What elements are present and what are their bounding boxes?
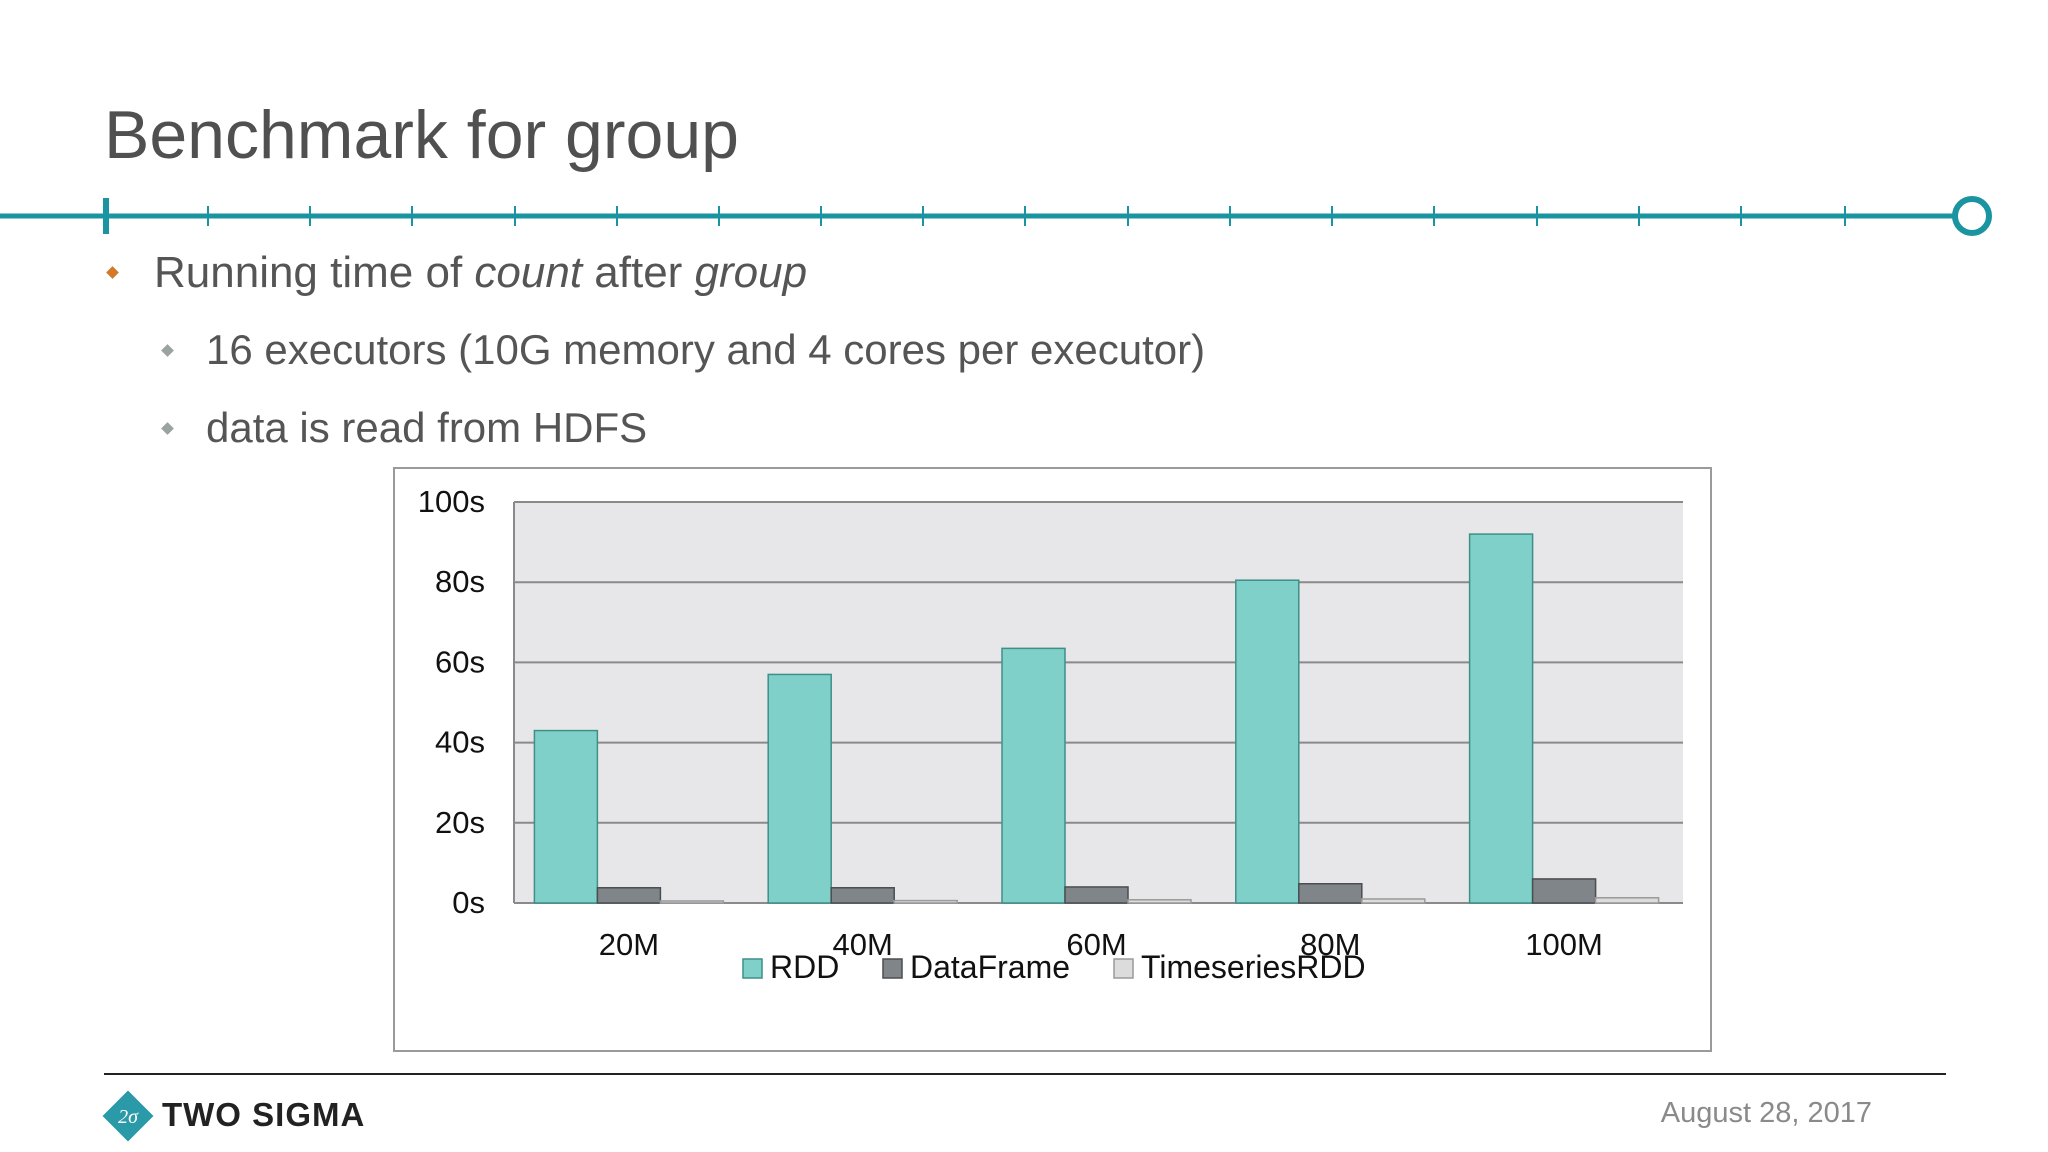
bar-dataframe <box>1531 878 1597 904</box>
bar-dataframe <box>1298 883 1363 904</box>
y-tick-label: 60s <box>435 644 485 679</box>
legend-swatch <box>742 958 763 979</box>
bar-timeseriesrdd <box>1594 897 1660 904</box>
bar-dataframe <box>830 887 895 904</box>
bar-rdd <box>533 729 599 904</box>
bar-dataframe <box>596 887 662 904</box>
y-tick-label: 20s <box>435 805 485 840</box>
bar-rdd <box>767 673 832 904</box>
x-tick-label: 60M <box>1066 927 1126 962</box>
bar-timeseriesrdd <box>893 899 958 904</box>
legend-label: RDD <box>770 949 839 985</box>
bullet-marker <box>106 266 119 279</box>
x-tick-label: 100M <box>1525 927 1603 962</box>
legend-swatch <box>1113 958 1134 979</box>
footer-divider <box>104 1073 1946 1075</box>
timeline-end-circle <box>1952 196 1992 236</box>
legend-swatch <box>882 958 903 979</box>
legend-label: DataFrame <box>910 949 1070 985</box>
y-tick-label: 100s <box>418 484 485 519</box>
bar-timeseriesrdd <box>659 900 725 904</box>
timeline-divider <box>0 196 1992 236</box>
legend-label: TimeseriesRDD <box>1141 949 1366 985</box>
bullet-marker <box>161 422 174 435</box>
two-sigma-logo-icon: 2σ <box>102 1090 154 1142</box>
bullet-text: data is read from HDFS <box>206 404 648 451</box>
slide-title: Benchmark for group <box>104 97 739 173</box>
brand-name: TWO SIGMA <box>162 1096 366 1133</box>
y-tick-label: 40s <box>435 725 485 760</box>
bar-rdd <box>1235 579 1300 904</box>
footer-date: August 28, 2017 <box>1660 1097 1872 1129</box>
bar-timeseriesrdd <box>1361 898 1426 904</box>
bar-rdd <box>1001 647 1066 904</box>
x-tick-label: 80M <box>1300 927 1360 962</box>
bar-dataframe <box>1064 886 1129 904</box>
svg-text:2σ: 2σ <box>118 1106 139 1128</box>
bullet-text: Running time of count after group <box>154 248 808 297</box>
y-tick-label: 80s <box>435 564 485 599</box>
bar-rdd <box>1468 533 1534 904</box>
bullet-marker <box>161 344 174 357</box>
bar-timeseriesrdd <box>1127 899 1192 904</box>
bullet-text: 16 executors (10G memory and 4 cores per… <box>206 326 1206 373</box>
y-tick-label: 0s <box>452 885 485 920</box>
bar-chart: 0s 20s 40s 60s 80s 100s 20M 40M 60M 80M 100M RDD Dat… <box>418 484 1683 985</box>
x-tick-label: 40M <box>833 927 893 962</box>
chart-frame: 0s 20s 40s 60s 80s 100s 20M 40M 60M 80M 100M RDD Dat… <box>393 467 1712 1052</box>
x-tick-label: 20M <box>599 927 659 962</box>
